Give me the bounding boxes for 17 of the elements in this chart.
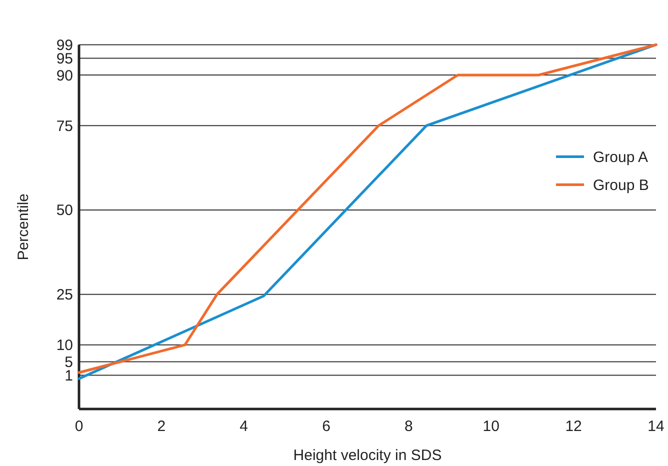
y-tick-label: 50 [56, 202, 73, 220]
y-axis-title: Percentile [15, 194, 32, 260]
legend-label: Group B [593, 176, 649, 194]
x-tick-label: 4 [240, 418, 248, 435]
x-tick-label: 2 [157, 418, 166, 435]
y-tick-label: 25 [56, 286, 73, 304]
y-tick-label: 10 [56, 337, 73, 354]
y-tick-label: 90 [56, 67, 73, 84]
x-tick-label: 0 [74, 418, 84, 435]
x-tick-label: 14 [648, 418, 664, 435]
x-tick-label: 12 [565, 418, 582, 435]
x-tick-label: 10 [482, 418, 500, 435]
y-tick-label: 75 [56, 118, 73, 135]
x-tick-label: 6 [322, 418, 330, 435]
x-tick-label: 8 [404, 418, 413, 435]
legend-label: Group A [593, 148, 648, 166]
x-axis-title: Height velocity in SDS [293, 447, 442, 464]
